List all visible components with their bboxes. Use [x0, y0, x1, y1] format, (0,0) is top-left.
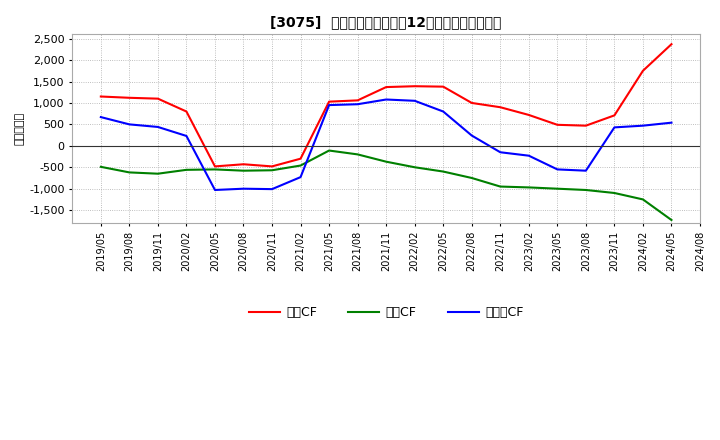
投資CF	[354, 152, 362, 157]
フリーCF	[125, 122, 134, 127]
フリーCF	[553, 167, 562, 172]
営業CF	[553, 122, 562, 128]
Line: フリーCF: フリーCF	[101, 99, 672, 190]
フリーCF	[382, 97, 390, 102]
フリーCF	[239, 186, 248, 191]
Line: 営業CF: 営業CF	[101, 44, 672, 166]
フリーCF	[96, 114, 105, 120]
フリーCF	[582, 168, 590, 173]
フリーCF	[325, 103, 333, 108]
営業CF	[410, 84, 419, 89]
フリーCF	[296, 175, 305, 180]
フリーCF	[639, 123, 647, 128]
投資CF	[496, 184, 505, 189]
投資CF	[410, 165, 419, 170]
フリーCF	[667, 120, 676, 125]
投資CF	[125, 170, 134, 175]
Title: [3075]  キャッシュフローの12か月移動合計の推移: [3075] キャッシュフローの12か月移動合計の推移	[271, 15, 502, 29]
営業CF	[439, 84, 448, 89]
営業CF	[582, 123, 590, 128]
フリーCF	[496, 150, 505, 155]
投資CF	[467, 176, 476, 181]
営業CF	[610, 113, 618, 118]
Legend: 営業CF, 投資CF, フリーCF: 営業CF, 投資CF, フリーCF	[243, 301, 528, 324]
投資CF	[268, 168, 276, 173]
フリーCF	[610, 125, 618, 130]
営業CF	[125, 95, 134, 100]
フリーCF	[211, 187, 220, 193]
Line: 投資CF: 投資CF	[101, 150, 672, 220]
フリーCF	[354, 102, 362, 107]
投資CF	[296, 163, 305, 168]
投資CF	[582, 187, 590, 193]
フリーCF	[467, 133, 476, 138]
投資CF	[553, 186, 562, 191]
Y-axis label: （百万円）: （百万円）	[15, 112, 25, 145]
営業CF	[96, 94, 105, 99]
営業CF	[382, 84, 390, 90]
投資CF	[382, 159, 390, 164]
営業CF	[524, 112, 533, 117]
営業CF	[667, 41, 676, 47]
投資CF	[211, 167, 220, 172]
営業CF	[496, 105, 505, 110]
営業CF	[211, 164, 220, 169]
投資CF	[524, 185, 533, 190]
営業CF	[182, 109, 191, 114]
営業CF	[153, 96, 162, 101]
投資CF	[325, 148, 333, 153]
投資CF	[639, 197, 647, 202]
フリーCF	[153, 125, 162, 130]
営業CF	[325, 99, 333, 104]
営業CF	[354, 98, 362, 103]
営業CF	[467, 100, 476, 106]
投資CF	[182, 167, 191, 172]
投資CF	[96, 164, 105, 169]
フリーCF	[439, 109, 448, 114]
営業CF	[639, 68, 647, 73]
投資CF	[667, 217, 676, 223]
フリーCF	[268, 187, 276, 192]
営業CF	[239, 161, 248, 167]
投資CF	[239, 168, 248, 173]
営業CF	[296, 156, 305, 161]
フリーCF	[524, 153, 533, 158]
投資CF	[153, 171, 162, 176]
フリーCF	[182, 133, 191, 139]
フリーCF	[410, 98, 419, 103]
営業CF	[268, 164, 276, 169]
投資CF	[439, 169, 448, 174]
投資CF	[610, 191, 618, 196]
